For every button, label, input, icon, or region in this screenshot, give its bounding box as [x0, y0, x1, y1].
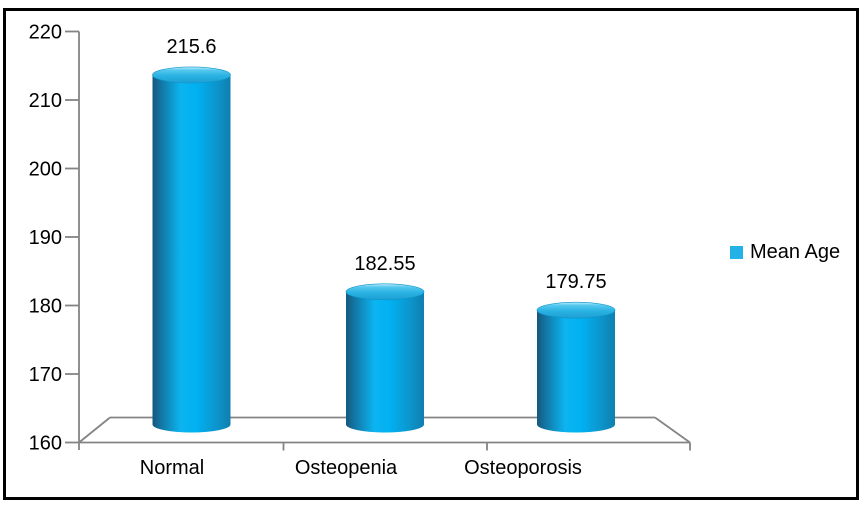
legend-label: Mean Age [750, 240, 841, 263]
bar-body-osteoporosis [537, 310, 615, 433]
value-axis-label-160: 160 [29, 433, 62, 455]
value-axis-label-200: 200 [29, 159, 62, 181]
category-label-osteoporosis: Osteoporosis [464, 457, 582, 479]
value-axis-label-210: 210 [29, 90, 62, 112]
bar-cylinder-osteopenia [345, 283, 425, 433]
floor-right-edge [654, 416, 691, 444]
bar-top-face-osteoporosis [536, 301, 616, 319]
bar-value-label-osteoporosis: 179.75 [545, 271, 606, 293]
bar-cylinder-normal [152, 66, 231, 433]
value-axis-label-170: 170 [29, 364, 62, 386]
bar-body-normal [152, 74, 231, 433]
value-axis-label-190: 190 [29, 227, 62, 249]
floor-left-edge [78, 416, 111, 444]
legend-swatch [730, 245, 743, 259]
value-axis-label-220: 220 [29, 22, 62, 44]
bar-value-label-osteopenia: 182.55 [354, 253, 415, 275]
bar-value-label-normal: 215.6 [166, 36, 216, 58]
legend: Mean Age [730, 240, 841, 263]
bar-top-face-osteopenia [345, 283, 425, 301]
category-label-normal: Normal [140, 457, 204, 479]
bar-cylinder-osteoporosis [536, 301, 616, 433]
bar-top-face-normal [152, 66, 231, 84]
value-axis-label-180: 180 [29, 296, 62, 318]
bar-body-osteopenia [346, 291, 424, 433]
category-label-osteopenia: Osteopenia [295, 457, 398, 479]
